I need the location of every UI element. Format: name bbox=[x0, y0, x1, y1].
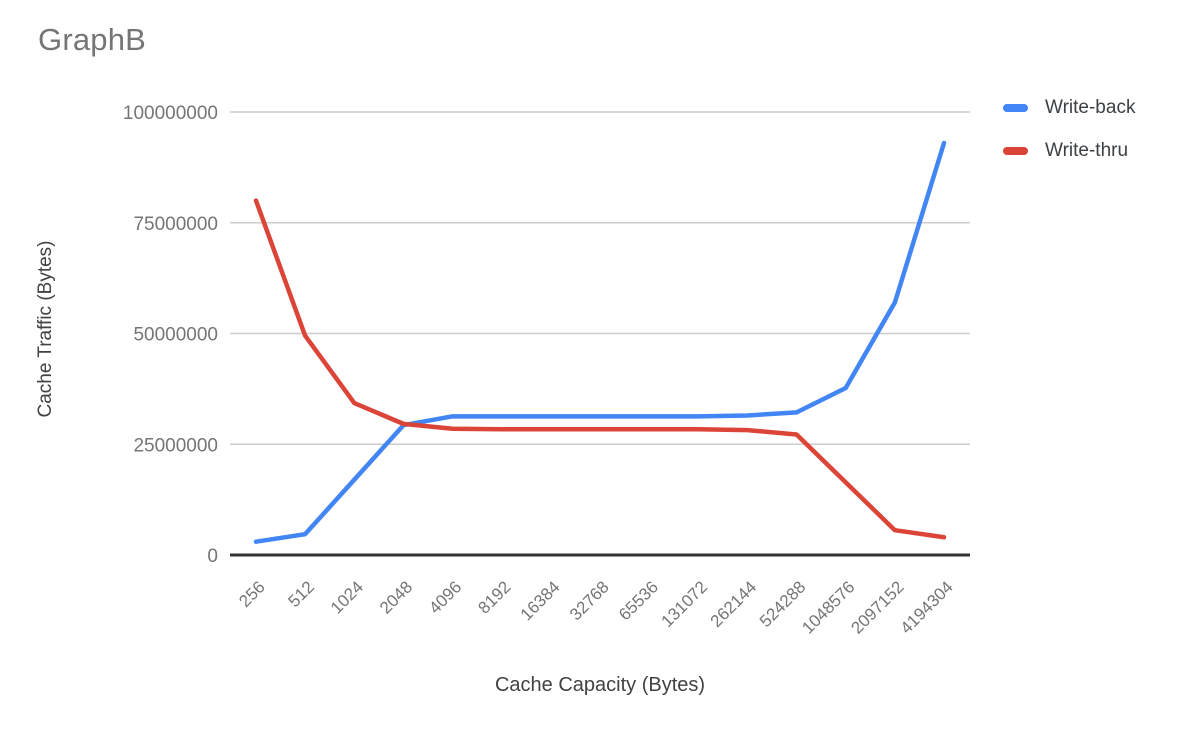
x-tick-label: 512 bbox=[284, 577, 317, 610]
x-tick-label: 32768 bbox=[566, 577, 613, 624]
legend-item-write-back: Write-back bbox=[1003, 97, 1135, 119]
x-tick-label: 65536 bbox=[615, 577, 662, 624]
x-axis-title: Cache Capacity (Bytes) bbox=[494, 674, 706, 696]
chart-title: GraphB bbox=[38, 22, 147, 57]
x-tick-label: 4096 bbox=[425, 577, 465, 617]
legend: Write-back Write-thru bbox=[1003, 97, 1135, 183]
x-tick-label: 131072 bbox=[658, 577, 712, 631]
series-line-write-thru bbox=[253, 198, 947, 540]
y-tick-label: 50000000 bbox=[133, 325, 218, 346]
y-tick-label: 75000000 bbox=[133, 214, 218, 235]
x-tick-label: 16384 bbox=[517, 577, 564, 624]
y-tick-label: 100000000 bbox=[123, 103, 218, 124]
x-tick-label: 2048 bbox=[376, 577, 416, 617]
legend-swatch-write-thru bbox=[1003, 147, 1028, 155]
y-tick-label: 0 bbox=[207, 546, 218, 567]
legend-label-write-back: Write-back bbox=[1045, 97, 1136, 118]
legend-label-write-thru: Write-thru bbox=[1045, 140, 1129, 161]
x-tick-label: 2097152 bbox=[847, 577, 907, 637]
y-tick-label: 25000000 bbox=[133, 435, 218, 456]
x-tick-label: 1048576 bbox=[798, 577, 858, 637]
legend-item-write-thru: Write-thru bbox=[1003, 140, 1135, 162]
x-tick-label: 4194304 bbox=[897, 577, 957, 637]
legend-swatch-write-back bbox=[1003, 104, 1028, 112]
x-tick-label: 1024 bbox=[327, 577, 367, 617]
x-tick-label: 256 bbox=[235, 577, 268, 610]
series-line-write-back bbox=[253, 140, 947, 544]
x-tick-label: 262144 bbox=[707, 577, 761, 631]
x-tick-label: 8192 bbox=[474, 577, 514, 617]
